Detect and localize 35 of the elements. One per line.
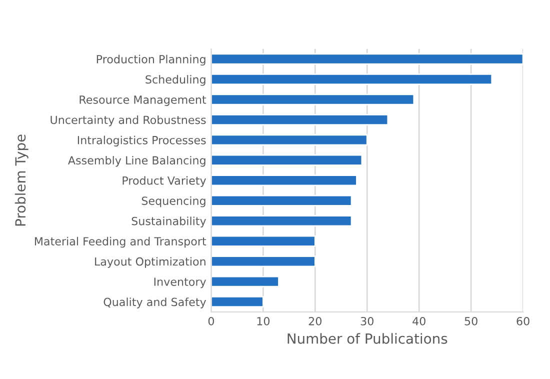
y-tick-label: Sequencing [142,196,206,208]
x-tick-label: 30 [360,316,374,326]
y-tick-label: Material Feeding and Transport [34,236,206,248]
y-tick-label: Layout Optimization [95,257,206,268]
bar [211,73,493,85]
y-tick-label: Production Planning [96,54,206,66]
y-tick-label: Product Variety [122,176,206,187]
bar [211,134,368,146]
bar [211,276,280,288]
x-axis-title: Number of Publications [288,333,448,344]
x-tick-label: 10 [257,316,270,326]
bar [211,194,352,206]
bar [211,154,363,166]
x-tick-label: 0 [208,316,214,326]
bar [211,174,358,186]
y-tick-label: Uncertainty and Robustness [50,115,206,126]
y-tick-label: Sustainability [132,216,206,228]
y-tick-label: Quality and Safety [104,298,206,308]
bar [211,114,389,126]
x-tick-label: 40 [412,316,426,326]
bar [211,256,316,268]
y-tick-label: Assembly Line Balancing [68,156,206,167]
x-tick-label: 60 [516,316,530,326]
y-tick-label: Intralogistics Processes [78,136,206,146]
bar [211,53,524,65]
x-tick-label: 20 [308,316,322,326]
y-tick-label: Inventory [154,278,206,288]
bar [211,215,352,227]
bar [211,296,264,308]
y-tick-label: Scheduling [146,75,206,86]
y-axis-title: Problem Type [14,134,28,226]
bar [211,94,415,106]
y-tick-label: Resource Management [80,96,206,106]
x-tick-label: 50 [464,316,478,326]
bar [211,235,316,247]
